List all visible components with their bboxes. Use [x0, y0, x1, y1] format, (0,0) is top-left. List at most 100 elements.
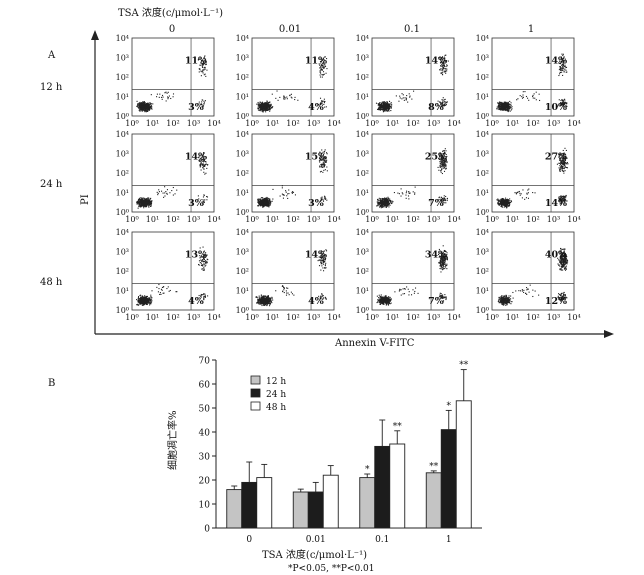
flow-y-tick-label: 10⁴: [116, 34, 129, 43]
flow-x-tick-label: 10¹: [386, 119, 399, 128]
flow-x-tick-label: 10⁴: [207, 313, 220, 322]
flow-y-tick-label: 10³: [236, 248, 249, 257]
flow-y-tick-label: 10⁰: [116, 208, 129, 217]
concentration-header: 0.1: [404, 24, 420, 35]
flow-y-tick-label: 10¹: [476, 189, 489, 198]
lower-right-percentage: 3%: [188, 198, 204, 209]
flow-x-tick-label: 10⁴: [207, 119, 220, 128]
flow-y-tick-label: 10⁴: [116, 228, 129, 237]
y-tick-label: 30: [199, 453, 211, 463]
flow-x-tick-label: 10³: [307, 313, 320, 322]
flow-dot-cloud: [257, 149, 328, 208]
flow-y-tick-label: 10⁰: [236, 208, 249, 217]
y-tick-label: 0: [204, 525, 210, 535]
lower-right-percentage: 3%: [308, 198, 324, 209]
concentration-header: 1: [528, 24, 534, 35]
flow-y-tick-label: 10⁴: [116, 130, 129, 139]
flow-x-tick-label: 10²: [406, 119, 419, 128]
bar: [440, 429, 457, 529]
flow-y-tick-label: 10¹: [356, 189, 369, 198]
flow-y-tick-label: 10⁴: [356, 130, 369, 139]
flow-y-tick-label: 10¹: [236, 287, 249, 296]
flow-y-tick-label: 10¹: [476, 287, 489, 296]
flow-x-tick-label: 10¹: [146, 313, 159, 322]
bar: [425, 472, 442, 529]
flow-y-tick-label: 10³: [476, 248, 489, 257]
panel-a-grid: 0 0.01 0.1 112 h24 h48 h10⁰10⁰10¹10¹10²10²1…: [40, 24, 581, 322]
bar: [374, 445, 391, 529]
flow-y-tick-label: 10¹: [116, 93, 129, 102]
significance-marker: **: [393, 422, 403, 432]
flow-x-tick-label: 10²: [166, 215, 179, 224]
legend-swatch: [250, 375, 261, 385]
upper-right-percentage: 14%: [425, 56, 447, 67]
flow-y-tick-label: 10²: [236, 267, 249, 276]
legend-swatch: [250, 401, 261, 411]
flow-y-tick-label: 10²: [116, 267, 129, 276]
y-tick-label: 20: [199, 477, 211, 487]
lower-right-percentage: 4%: [308, 102, 324, 113]
panel-b-y-axis-label: 细胞凋亡率%: [166, 410, 179, 470]
panel-b-label: B: [48, 378, 55, 389]
flow-x-tick-label: 10⁴: [567, 313, 580, 322]
time-row-label: 24 h: [40, 179, 63, 190]
upper-right-percentage: 11%: [185, 56, 207, 67]
flow-x-tick-label: 10³: [187, 215, 200, 224]
flow-dot-cloud: [136, 55, 208, 113]
concentration-header: 0.01: [279, 24, 301, 35]
y-tick-label: 40: [199, 429, 211, 439]
flow-y-tick-label: 10¹: [116, 189, 129, 198]
flow-dot-cloud: [256, 56, 328, 113]
flow-x-tick-label: 10²: [406, 215, 419, 224]
flow-y-tick-label: 10²: [116, 73, 129, 82]
flow-y-tick-label: 10⁰: [116, 306, 129, 315]
bar: [322, 474, 339, 529]
panel-a-header-title: TSA 浓度(c/μmol·L⁻¹): [118, 6, 223, 19]
flow-y-tick-label: 10²: [356, 73, 369, 82]
flow-y-tick-label: 10⁴: [236, 130, 249, 139]
flow-x-tick-label: 10²: [526, 215, 539, 224]
flow-y-tick-label: 10⁴: [236, 34, 249, 43]
flow-dot-cloud: [376, 148, 449, 209]
panel-b-footnote: *P<0.05, **P<0.01: [288, 564, 375, 574]
upper-right-percentage: 40%: [545, 250, 567, 261]
flow-y-tick-label: 10¹: [116, 287, 129, 296]
flow-y-tick-label: 10²: [236, 169, 249, 178]
flow-x-tick-label: 10³: [187, 313, 200, 322]
panel-a-x-axis-label: Annexin V-FITC: [334, 338, 415, 349]
flow-x-tick-label: 10¹: [146, 119, 159, 128]
flow-y-tick-label: 10⁰: [476, 112, 489, 121]
flow-dot-cloud: [136, 246, 209, 306]
flow-x-tick-label: 10⁰: [245, 313, 258, 322]
bar: [455, 400, 472, 529]
flow-x-tick-label: 10⁰: [245, 215, 258, 224]
legend-swatch: [250, 388, 261, 398]
flow-y-tick-label: 10³: [116, 248, 129, 257]
flow-x-tick-label: 10²: [526, 313, 539, 322]
flow-x-tick-label: 10³: [547, 215, 560, 224]
flow-x-tick-label: 10³: [547, 313, 560, 322]
flow-y-tick-label: 10¹: [356, 287, 369, 296]
flow-y-tick-label: 10¹: [236, 93, 249, 102]
flow-x-tick-label: 10⁰: [125, 313, 138, 322]
flow-y-tick-label: 10³: [236, 150, 249, 159]
flow-y-tick-label: 10³: [476, 54, 489, 63]
flow-y-tick-label: 10³: [476, 150, 489, 159]
flow-dot-cloud: [496, 53, 568, 113]
flow-x-tick-label: 10⁰: [125, 119, 138, 128]
bar: [307, 491, 324, 529]
flow-y-tick-label: 10⁴: [476, 34, 489, 43]
flow-x-tick-label: 10⁰: [485, 313, 498, 322]
flow-x-tick-label: 10³: [187, 119, 200, 128]
x-tick-label: 0: [246, 535, 252, 545]
significance-marker: **: [429, 462, 439, 472]
flow-x-tick-label: 10⁰: [485, 215, 498, 224]
flow-y-tick-label: 10⁴: [236, 228, 249, 237]
